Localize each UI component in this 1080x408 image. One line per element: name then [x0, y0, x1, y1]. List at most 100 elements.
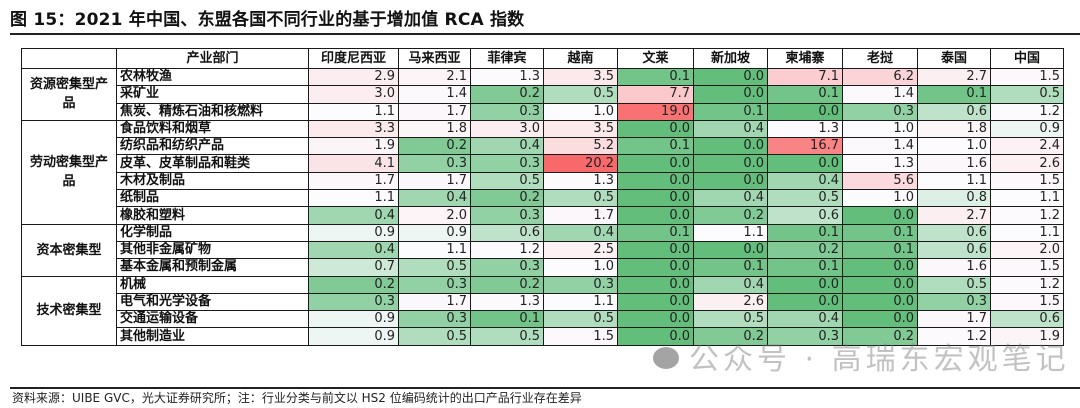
rca-value-cell: 1.3 [470, 292, 544, 312]
rca-value-cell: 0.9 [308, 310, 399, 329]
rca-value-cell: 0.6 [917, 102, 991, 121]
rca-value-cell: 0.1 [767, 85, 843, 104]
rca-value-cell: 1.0 [543, 102, 618, 121]
rca-value-cell: 4.1 [308, 154, 399, 173]
rca-value-cell: 0.0 [617, 206, 694, 225]
rca-value-cell: 1.1 [308, 102, 399, 121]
rca-value-cell: 2.0 [990, 240, 1064, 260]
sector-cell: 机械 [116, 275, 309, 294]
rca-value-cell: 0.6 [917, 223, 991, 242]
sector-cell: 焦炭、精炼石油和核燃料 [116, 102, 309, 121]
header-country: 文莱 [617, 48, 694, 69]
rca-value-cell: 0.3 [470, 102, 544, 121]
rca-value-cell: 0.9 [398, 223, 471, 242]
rca-value-cell: 0.9 [308, 223, 399, 242]
rca-value-cell: 1.2 [917, 327, 991, 346]
header-country: 马来西亚 [398, 48, 471, 69]
rca-value-cell: 0.3 [767, 327, 843, 346]
rca-value-cell: 1.1 [990, 223, 1064, 242]
rca-value-cell: 0.8 [917, 189, 991, 208]
rca-value-cell: 0.4 [470, 137, 544, 156]
table-row: 采矿业 3.0 1.4 0.2 0.5 7.7 0.0 0.1 1.4 0.1 0.5 [22, 85, 1064, 104]
category-cell: 资源密集型产品 [21, 68, 117, 121]
rca-value-cell: 0.3 [842, 102, 918, 121]
header-country: 老挝 [842, 48, 918, 69]
rca-value-cell: 0.1 [617, 223, 694, 242]
rca-value-cell: 0.0 [693, 171, 768, 191]
rca-value-cell: 1.1 [543, 292, 618, 312]
sector-cell: 采矿业 [116, 85, 309, 104]
rca-value-cell: 1.6 [917, 258, 991, 277]
rca-value-cell: 0.3 [398, 154, 471, 173]
rca-value-cell: 0.1 [617, 137, 694, 156]
rca-value-cell: 1.1 [308, 189, 399, 208]
sector-cell: 化学制品 [116, 223, 309, 242]
rca-value-cell: 0.4 [308, 240, 399, 260]
header-category [21, 48, 117, 69]
rca-value-cell: 1.3 [543, 171, 618, 191]
rca-value-cell: 1.2 [470, 240, 544, 260]
header-country: 新加坡 [693, 48, 768, 69]
rca-value-cell: 1.7 [398, 171, 471, 191]
rca-value-cell: 0.0 [842, 275, 918, 294]
table-row: 焦炭、精炼石油和核燃料 1.1 1.7 0.3 1.0 19.0 0.1 0.0 0.3 0.6 1… [22, 102, 1064, 121]
rca-value-cell: 0.3 [470, 258, 544, 277]
rca-value-cell: 1.0 [543, 258, 618, 277]
rca-value-cell: 0.1 [767, 258, 843, 277]
rca-value-cell: 0.0 [693, 154, 768, 173]
rca-value-cell: 2.7 [917, 206, 991, 225]
rca-value-cell: 0.2 [308, 275, 399, 294]
rca-value-cell: 0.0 [693, 137, 768, 156]
rca-value-cell: 0.0 [767, 154, 843, 173]
table-row: 资本密集型 化学制品 0.9 0.9 0.6 0.4 0.1 1.1 0.1 0.1 0.6 1.1 [21, 223, 1064, 277]
rca-value-cell: 20.2 [543, 154, 618, 173]
rca-value-cell: 0.0 [693, 240, 768, 260]
rca-value-cell: 0.5 [917, 275, 991, 294]
rca-value-cell: 0.0 [617, 119, 694, 139]
table-row: 交通运输设备 0.9 0.3 0.1 0.5 0.0 0.5 0.4 0.0 1.7 0.6 [22, 310, 1064, 329]
rca-value-cell: 1.0 [842, 119, 918, 139]
rca-value-cell: 1.5 [990, 171, 1064, 191]
rca-value-cell: 0.0 [617, 292, 694, 312]
sector-cell: 交通运输设备 [116, 310, 309, 329]
table-row: 其他制造业 0.9 0.5 0.5 1.5 0.0 0.2 0.3 0.2 1.2 1.9 [22, 327, 1064, 346]
rca-value-cell: 3.3 [308, 119, 399, 139]
rca-value-cell: 0.0 [693, 67, 768, 87]
bottom-divider [10, 387, 1080, 389]
rca-value-cell: 0.2 [767, 240, 843, 260]
table-row: 橡胶和塑料 0.4 2.0 0.3 1.7 0.0 0.2 0.6 0.0 2.7 1.2 [22, 206, 1064, 225]
rca-value-cell: 2.0 [398, 206, 471, 225]
rca-value-cell: 6.2 [842, 67, 918, 87]
rca-value-cell: 0.1 [693, 258, 768, 277]
category-cell: 技术密集型 [21, 275, 117, 346]
rca-value-cell: 0.1 [470, 310, 544, 329]
rca-value-cell: 0.4 [308, 206, 399, 225]
header-country: 越南 [543, 48, 618, 69]
rca-value-cell: 3.0 [470, 119, 544, 139]
rca-value-cell: 0.0 [617, 171, 694, 191]
rca-value-cell: 0.1 [617, 67, 694, 87]
rca-value-cell: 0.1 [767, 223, 843, 242]
table-row: 木材及制品 1.7 1.7 0.5 1.3 0.0 0.0 0.4 5.6 1.1 1.5 [22, 171, 1064, 191]
rca-value-cell: 0.9 [990, 119, 1064, 139]
rca-value-cell: 2.6 [693, 292, 768, 312]
rca-value-cell: 16.7 [767, 137, 843, 156]
rca-value-cell: 0.5 [543, 310, 618, 329]
rca-value-cell: 0.5 [398, 258, 471, 277]
watermark: 公众号 · 高瑞东宏观笔记 [653, 342, 1070, 378]
header-country: 菲律宾 [470, 48, 544, 69]
rca-value-cell: 1.7 [308, 171, 399, 191]
rca-value-cell: 0.0 [842, 258, 918, 277]
rca-value-cell: 0.4 [693, 275, 768, 294]
table-header-row: 产业部门 印度尼西亚 马来西亚 菲律宾 越南 文莱 新加坡 柬埔寨 老挝 泰国 中国 [21, 48, 1064, 69]
source-note: 资料来源：UIBE GVC，光大证券研究所；注：行业分类与前文以 HS2 位编码… [12, 391, 582, 405]
rca-value-cell: 1.7 [398, 102, 471, 121]
rca-value-cell: 0.0 [842, 310, 918, 329]
header-country: 泰国 [917, 48, 991, 69]
rca-value-cell: 0.0 [767, 275, 843, 294]
rca-value-cell: 1.7 [543, 206, 618, 225]
table-row: 劳动密集型产品 食品饮料和烟草 3.3 1.8 3.0 3.5 0.0 0.4 1.3 1.0 1.… [21, 119, 1064, 225]
rca-table: 产业部门 印度尼西亚 马来西亚 菲律宾 越南 文莱 新加坡 柬埔寨 老挝 泰国 中国 资源密集型产品… [21, 48, 1064, 346]
rca-value-cell: 0.3 [470, 206, 544, 225]
rca-value-cell: 3.5 [543, 67, 618, 87]
